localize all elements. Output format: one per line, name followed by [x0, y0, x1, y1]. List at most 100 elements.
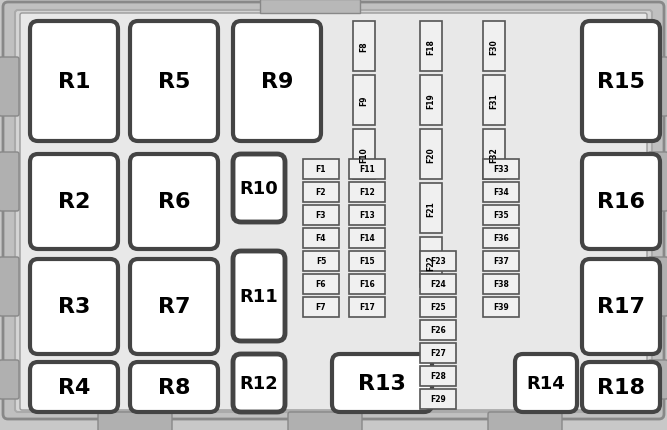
Text: F29: F29: [430, 395, 446, 404]
Text: R6: R6: [158, 192, 190, 212]
Bar: [483, 160, 519, 180]
FancyBboxPatch shape: [582, 259, 660, 354]
Bar: [483, 228, 519, 249]
Bar: [349, 252, 385, 271]
Text: F7: F7: [315, 303, 326, 312]
Text: F17: F17: [359, 303, 375, 312]
Text: F23: F23: [430, 257, 446, 266]
FancyBboxPatch shape: [30, 259, 118, 354]
FancyBboxPatch shape: [648, 153, 667, 212]
Bar: [303, 252, 339, 271]
Text: R4: R4: [58, 377, 90, 397]
Text: R15: R15: [597, 72, 645, 92]
Text: F2: F2: [315, 188, 326, 197]
Text: F34: F34: [493, 188, 509, 197]
Bar: [420, 274, 456, 294]
FancyBboxPatch shape: [0, 360, 19, 399]
Text: R3: R3: [58, 297, 90, 317]
Text: F28: F28: [430, 372, 446, 381]
Text: F37: F37: [493, 257, 509, 266]
Bar: [420, 130, 442, 180]
Text: R17: R17: [597, 297, 645, 317]
Text: F22: F22: [426, 255, 436, 270]
Text: R11: R11: [239, 287, 278, 305]
Text: F38: F38: [493, 280, 509, 289]
Bar: [349, 206, 385, 225]
Text: F9: F9: [360, 95, 368, 106]
FancyBboxPatch shape: [15, 11, 652, 412]
FancyBboxPatch shape: [30, 155, 118, 249]
FancyBboxPatch shape: [130, 259, 218, 354]
Bar: [483, 130, 505, 180]
Text: F21: F21: [426, 201, 436, 216]
FancyBboxPatch shape: [332, 354, 432, 412]
Text: R9: R9: [261, 72, 293, 92]
Bar: [303, 183, 339, 203]
Text: F14: F14: [359, 234, 375, 243]
Text: F6: F6: [315, 280, 326, 289]
FancyBboxPatch shape: [130, 22, 218, 141]
Bar: [420, 76, 442, 126]
FancyBboxPatch shape: [0, 58, 19, 117]
FancyBboxPatch shape: [648, 258, 667, 316]
Text: F18: F18: [426, 39, 436, 55]
Text: F36: F36: [493, 234, 509, 243]
Text: F13: F13: [359, 211, 375, 220]
Text: F27: F27: [430, 349, 446, 358]
Text: F33: F33: [493, 165, 509, 174]
Text: R7: R7: [158, 297, 190, 317]
Bar: [420, 366, 456, 386]
Text: F4: F4: [315, 234, 326, 243]
Bar: [303, 160, 339, 180]
Bar: [420, 320, 456, 340]
Bar: [483, 206, 519, 225]
Bar: [420, 389, 456, 409]
Bar: [349, 297, 385, 317]
Bar: [353, 22, 375, 72]
Bar: [353, 130, 375, 180]
FancyBboxPatch shape: [233, 252, 285, 341]
FancyBboxPatch shape: [0, 258, 19, 316]
FancyBboxPatch shape: [515, 354, 577, 412]
Bar: [260, 0, 360, 14]
FancyBboxPatch shape: [648, 360, 667, 399]
Bar: [420, 252, 456, 271]
Bar: [303, 274, 339, 294]
Text: F30: F30: [490, 39, 498, 55]
Text: F25: F25: [430, 303, 446, 312]
Bar: [303, 228, 339, 249]
Text: F8: F8: [360, 42, 368, 52]
FancyBboxPatch shape: [582, 155, 660, 249]
FancyBboxPatch shape: [582, 362, 660, 412]
Bar: [349, 160, 385, 180]
Bar: [483, 297, 519, 317]
Text: F35: F35: [493, 211, 509, 220]
Text: R13: R13: [358, 373, 406, 393]
Text: F24: F24: [430, 280, 446, 289]
Text: R14: R14: [527, 374, 566, 392]
Bar: [349, 274, 385, 294]
Bar: [483, 252, 519, 271]
Bar: [420, 184, 442, 233]
Text: R1: R1: [58, 72, 90, 92]
Bar: [420, 22, 442, 72]
Bar: [483, 22, 505, 72]
Text: F15: F15: [360, 257, 375, 266]
FancyBboxPatch shape: [488, 412, 562, 430]
Text: F3: F3: [315, 211, 326, 220]
Text: R18: R18: [597, 377, 645, 397]
Text: R8: R8: [158, 377, 190, 397]
FancyBboxPatch shape: [233, 354, 285, 412]
Text: F5: F5: [315, 257, 326, 266]
Text: F39: F39: [493, 303, 509, 312]
Text: F10: F10: [360, 147, 368, 163]
FancyBboxPatch shape: [233, 155, 285, 222]
FancyBboxPatch shape: [582, 22, 660, 141]
Bar: [349, 183, 385, 203]
Text: F20: F20: [426, 147, 436, 163]
Bar: [303, 297, 339, 317]
FancyBboxPatch shape: [130, 155, 218, 249]
Text: F32: F32: [490, 147, 498, 163]
FancyBboxPatch shape: [130, 362, 218, 412]
Text: R10: R10: [239, 180, 278, 197]
